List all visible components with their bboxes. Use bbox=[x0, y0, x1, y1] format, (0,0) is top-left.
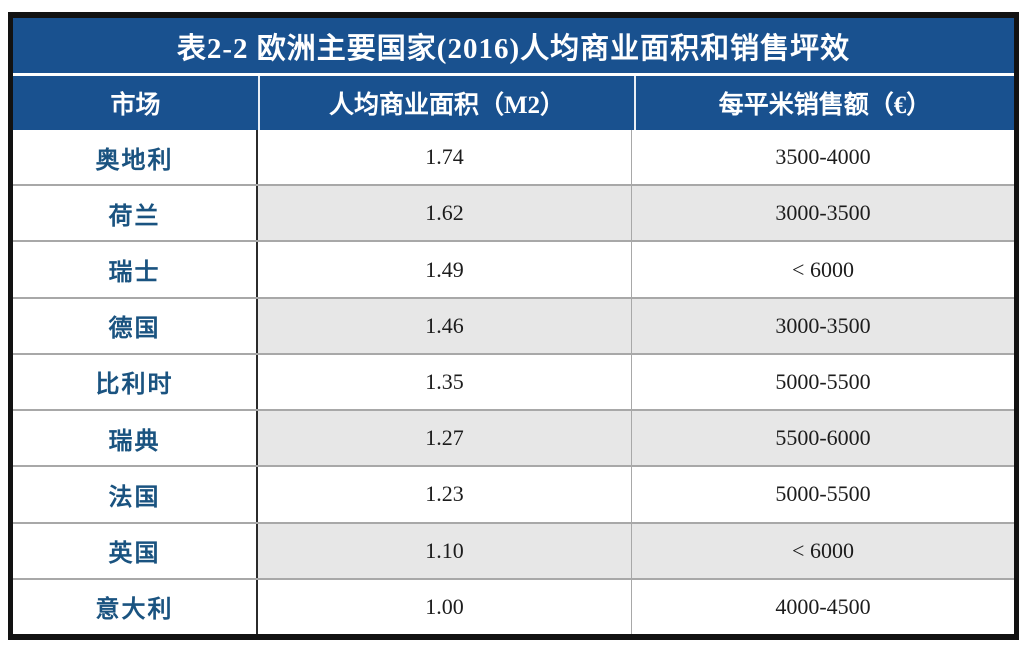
area-value: 1.35 bbox=[258, 354, 632, 410]
column-header-sales: 每平米销售额（€） bbox=[634, 76, 1014, 130]
sales-value: 5000-5500 bbox=[775, 368, 871, 394]
market-name: 瑞典 bbox=[13, 411, 258, 466]
table-row-austria: 奥地利 1.74 3500-4000 bbox=[13, 130, 1014, 185]
area-value: 1.46 bbox=[258, 298, 632, 353]
area-value: 1.27 bbox=[258, 411, 632, 466]
sales-value: 3500-4000 bbox=[775, 144, 871, 170]
table-row-germany: 德国 1.46 3000-3500 bbox=[13, 296, 1014, 353]
market-name: 意大利 bbox=[13, 579, 258, 634]
area-value: 1.49 bbox=[258, 242, 632, 297]
table-header-row: 市场 人均商业面积（M2） 每平米销售额（€） bbox=[13, 76, 1014, 130]
table-row-netherlands: 荷兰 1.62 3000-3500 bbox=[13, 184, 1014, 241]
table-row-belgium: 比利时 1.35 5000-5500 bbox=[13, 352, 1014, 410]
sales-value: 4000-4500 bbox=[775, 593, 871, 619]
table-row-italy: 意大利 1.00 4000-4500 bbox=[13, 577, 1014, 634]
sales-value: 3000-3500 bbox=[632, 186, 1014, 241]
market-name: 德国 bbox=[13, 298, 258, 353]
market-name: 瑞士 bbox=[13, 242, 258, 297]
sales-value: 3000-3500 bbox=[632, 298, 1014, 353]
market-name: 比利时 bbox=[13, 354, 258, 410]
sales-value: 5500-6000 bbox=[632, 411, 1014, 466]
table-title: 表2-2 欧洲主要国家(2016)人均商业面积和销售坪效 bbox=[13, 18, 1014, 76]
table-row-uk: 英国 1.10 < 6000 bbox=[13, 521, 1014, 578]
data-table: 表2-2 欧洲主要国家(2016)人均商业面积和销售坪效 市场 人均商业面积（M… bbox=[8, 12, 1019, 640]
area-value: 1.10 bbox=[258, 523, 632, 578]
table-row-switzerland: 瑞士 1.49 < 6000 bbox=[13, 240, 1014, 297]
column-header-area: 人均商业面积（M2） bbox=[258, 76, 634, 130]
table-body: 奥地利 1.74 3500-4000 荷兰 1.62 3000-3500 瑞士 … bbox=[13, 130, 1014, 634]
table-row-france: 法国 1.23 5000-5500 bbox=[13, 465, 1014, 522]
area-value: 1.23 bbox=[258, 467, 632, 522]
market-name: 法国 bbox=[13, 467, 258, 522]
column-header-market: 市场 bbox=[110, 92, 161, 119]
area-value: 1.62 bbox=[258, 186, 632, 241]
sales-value: < 6000 bbox=[632, 523, 1014, 578]
sales-value: 5000-5500 bbox=[775, 481, 871, 507]
market-name: 奥地利 bbox=[13, 130, 258, 185]
market-name: 英国 bbox=[13, 523, 258, 578]
area-value: 1.74 bbox=[258, 130, 632, 185]
area-value: 1.00 bbox=[258, 579, 632, 634]
table-row-sweden: 瑞典 1.27 5500-6000 bbox=[13, 409, 1014, 466]
market-name: 荷兰 bbox=[13, 186, 258, 241]
sales-value: < 6000 bbox=[792, 256, 854, 282]
